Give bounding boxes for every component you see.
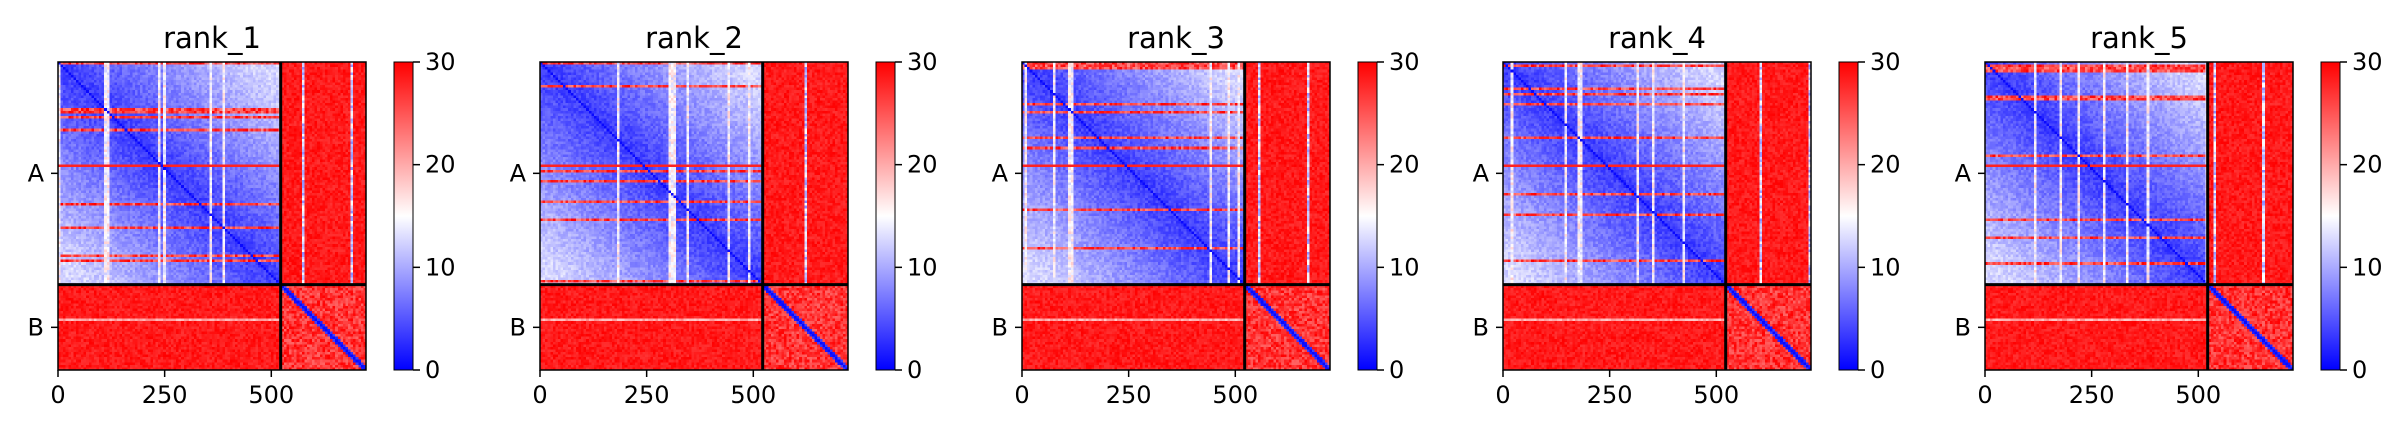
axes-frame (1984, 61, 2294, 371)
x-tick-label: 500 (1693, 381, 1739, 409)
colorbar-tick-label: 30 (2352, 48, 2383, 76)
axes-frame (57, 61, 367, 371)
colorbar-tick-label: 20 (907, 151, 938, 179)
x-tick-label: 0 (1977, 381, 1992, 409)
x-tick-label: 250 (624, 381, 670, 409)
colorbar-tick-label: 30 (907, 48, 938, 76)
colorbar-tick-label: 0 (1389, 356, 1404, 384)
pae-heatmap (1022, 62, 1330, 370)
colorbar-tick-label: 0 (425, 356, 440, 384)
x-tick-label: 0 (532, 381, 547, 409)
y-tick-label: B (510, 313, 526, 341)
y-tick-label: A (510, 159, 527, 187)
colorbar-tick-label: 20 (1389, 151, 1420, 179)
pae-heatmap (58, 62, 366, 370)
colorbar-tick-label: 10 (2352, 253, 2383, 281)
colorbar-tick-label: 30 (1870, 48, 1901, 76)
colorbar-tick-label: 0 (907, 356, 922, 384)
panel-title: rank_2 (645, 21, 743, 55)
pae-panel: rank_3 0 250 500 A B 0 10 20 30 (992, 21, 1420, 409)
x-tick-label: 0 (1495, 381, 1510, 409)
colorbar-tick-label: 10 (1389, 253, 1420, 281)
pae-panel: rank_2 0 250 500 A B 0 10 20 30 (510, 21, 938, 409)
x-tick-label: 500 (248, 381, 294, 409)
y-tick-label: A (28, 159, 45, 187)
y-tick-label: B (1473, 313, 1489, 341)
colorbar-tick-label: 20 (425, 151, 456, 179)
axes-frame (539, 61, 849, 371)
pae-heatmap (540, 62, 848, 370)
colorbar (1838, 61, 1859, 371)
colorbar (2320, 61, 2341, 371)
x-tick-label: 250 (142, 381, 188, 409)
x-tick-label: 250 (2069, 381, 2115, 409)
colorbar-tick-label: 0 (1870, 356, 1885, 384)
colorbar-tick-label: 10 (1870, 253, 1901, 281)
colorbar-tick-label: 30 (1389, 48, 1420, 76)
colorbar-tick-label: 10 (907, 253, 938, 281)
pae-heatmap (1503, 62, 1811, 370)
x-tick-label: 0 (50, 381, 65, 409)
axes-frame (1502, 61, 1812, 371)
colorbar (1357, 61, 1378, 371)
axes-frame (1021, 61, 1331, 371)
y-tick-label: B (992, 313, 1008, 341)
x-tick-label: 0 (1014, 381, 1029, 409)
x-tick-label: 500 (2175, 381, 2221, 409)
pae-panel: rank_5 0 250 500 A B 0 10 20 30 (1955, 21, 2383, 409)
x-tick-label: 250 (1587, 381, 1633, 409)
colorbar-tick-label: 20 (2352, 151, 2383, 179)
x-tick-label: 250 (1106, 381, 1152, 409)
pae-panel: rank_1 0 250 500 A B 0 10 20 30 (28, 21, 456, 409)
colorbar (875, 61, 896, 371)
colorbar (393, 61, 414, 371)
y-tick-label: A (992, 159, 1009, 187)
y-tick-label: A (1955, 159, 1972, 187)
x-tick-label: 500 (730, 381, 776, 409)
pae-heatmap (1985, 62, 2293, 370)
colorbar-tick-label: 30 (425, 48, 456, 76)
colorbar-tick-label: 10 (425, 253, 456, 281)
y-tick-label: B (28, 313, 44, 341)
colorbar-tick-label: 20 (1870, 151, 1901, 179)
panel-title: rank_4 (1608, 21, 1706, 55)
colorbar-tick-label: 0 (2352, 356, 2367, 384)
y-tick-label: A (1473, 159, 1490, 187)
pae-panel: rank_4 0 250 500 A B 0 10 20 30 (1473, 21, 1901, 409)
panel-title: rank_3 (1127, 21, 1225, 55)
panel-title: rank_1 (163, 21, 261, 55)
panel-title: rank_5 (2090, 21, 2188, 55)
x-tick-label: 500 (1212, 381, 1258, 409)
y-tick-label: B (1955, 313, 1971, 341)
